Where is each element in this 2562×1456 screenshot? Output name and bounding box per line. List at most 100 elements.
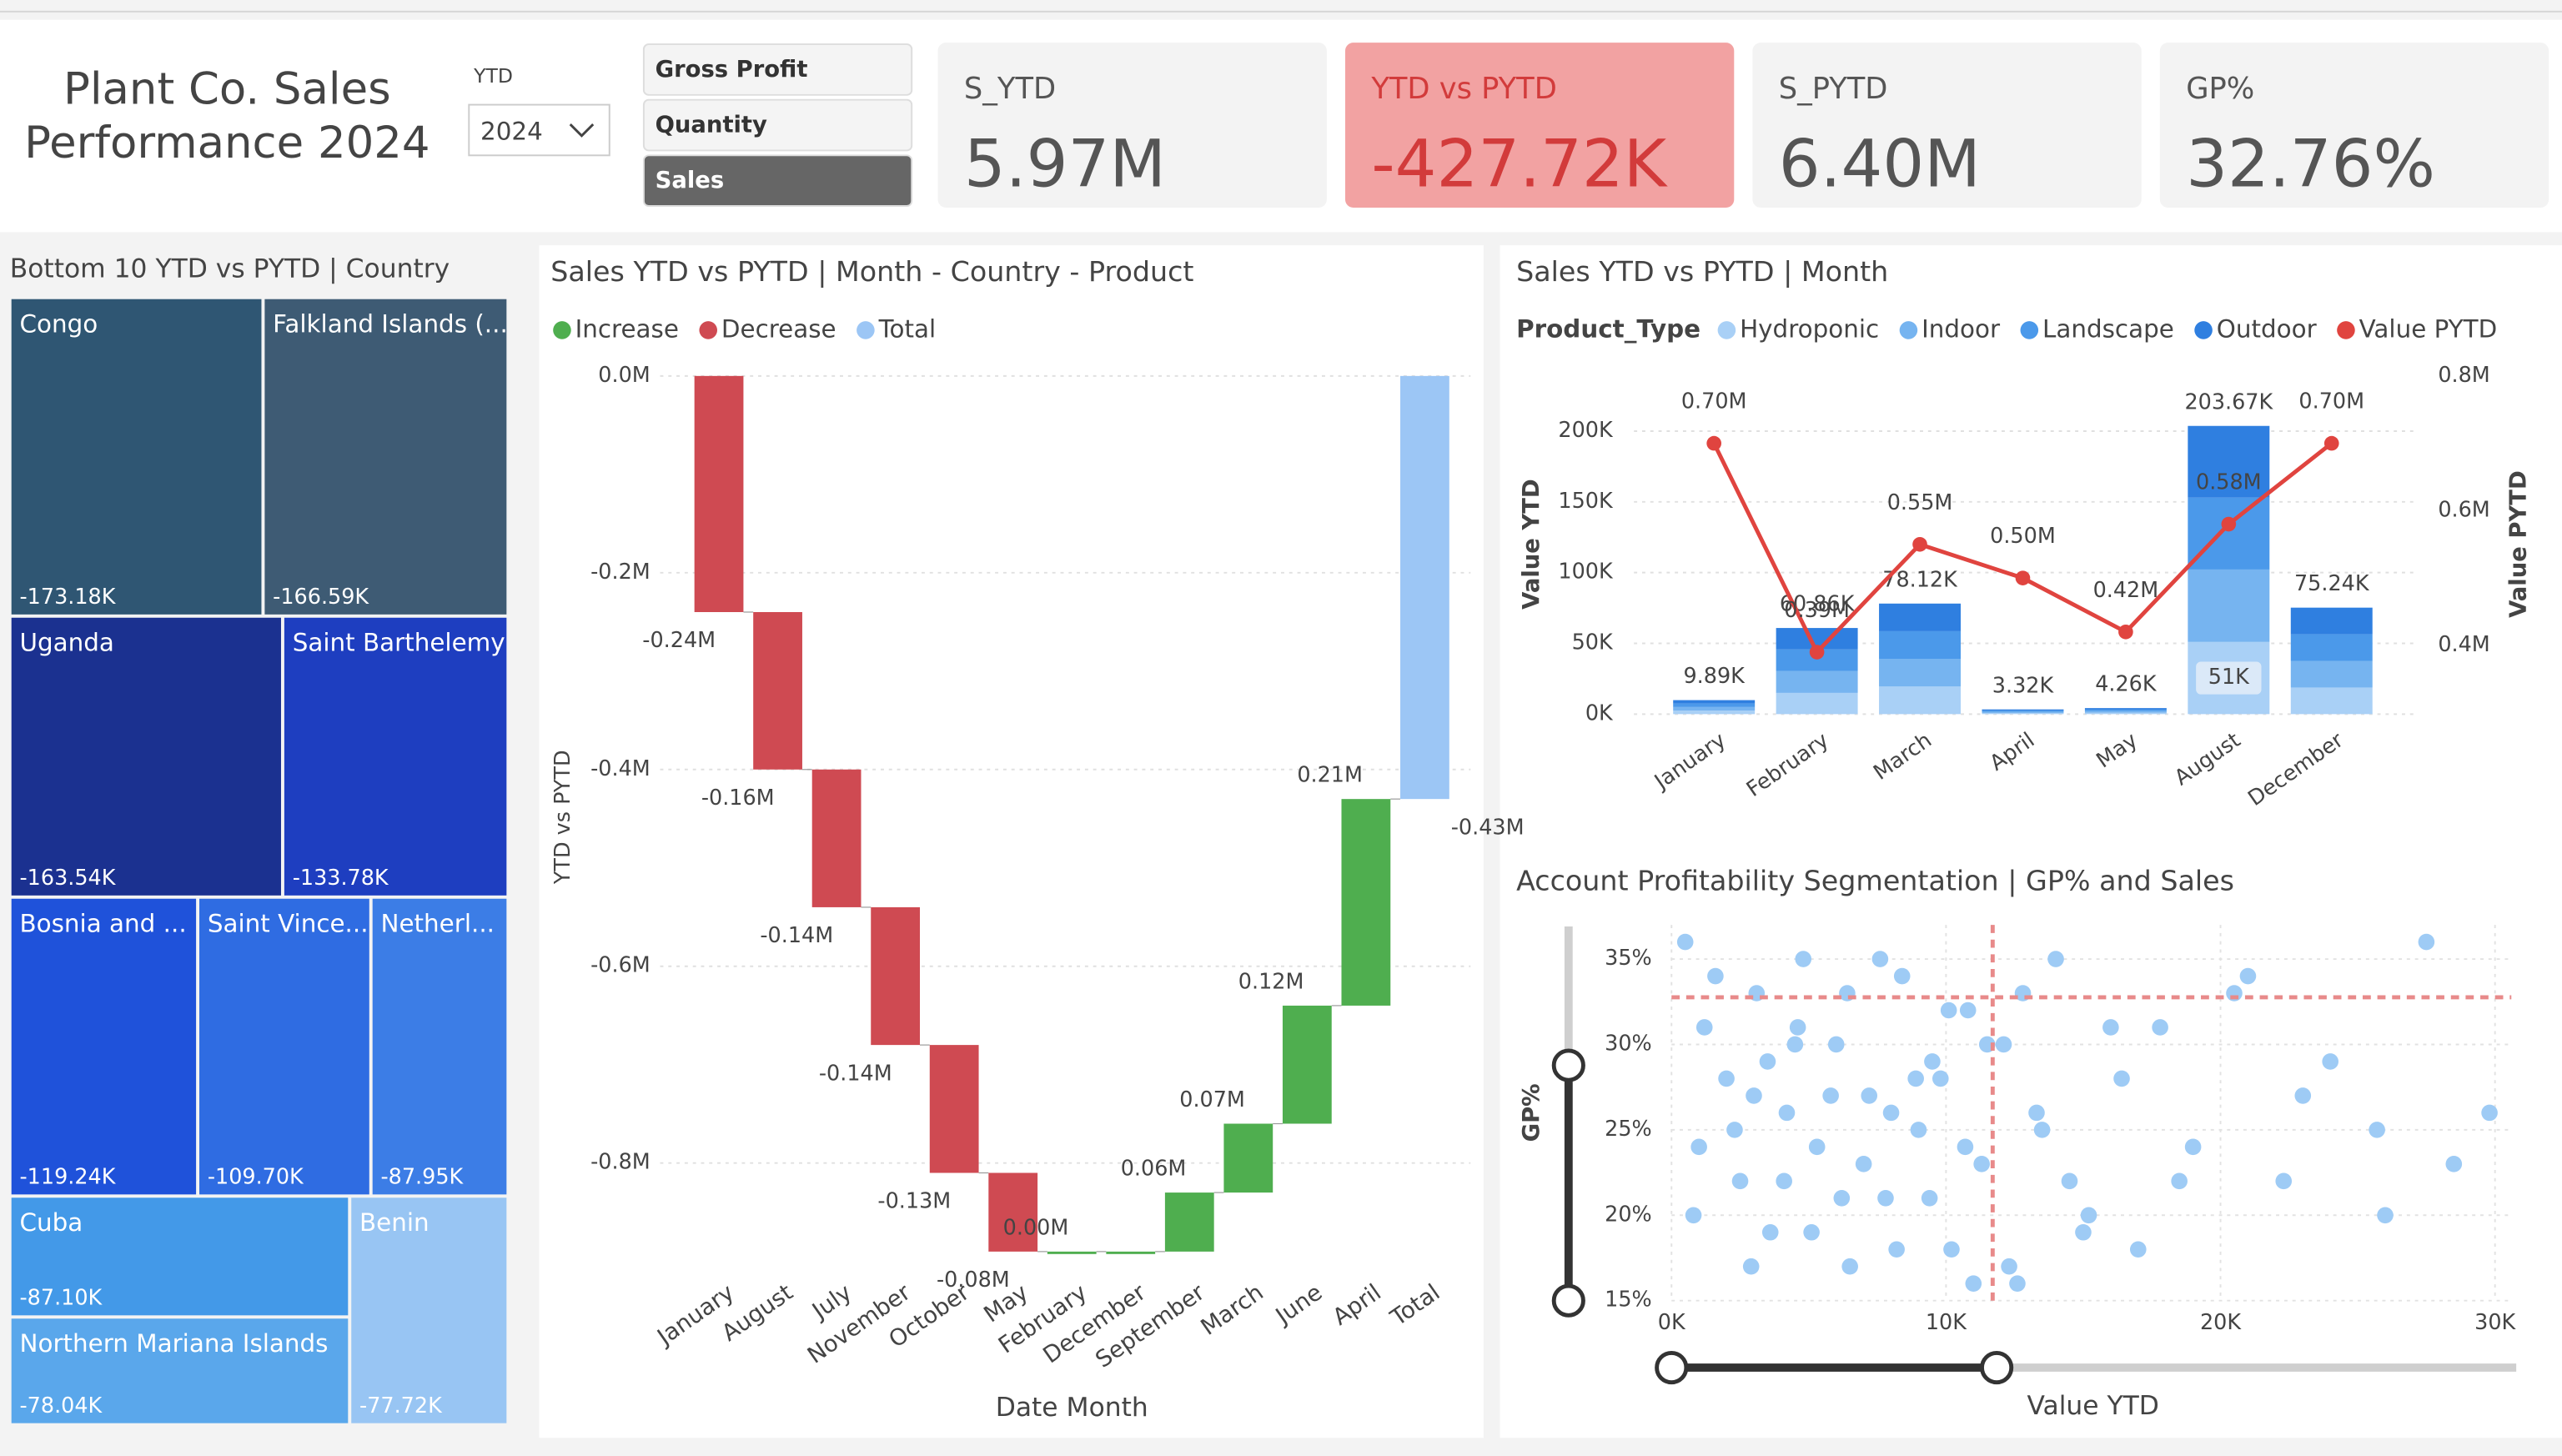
scatter-point — [2184, 1138, 2202, 1156]
waterfall-bar — [1047, 1251, 1097, 1254]
scatter-point — [1910, 1122, 1927, 1138]
y-tick-label: 100K — [1558, 560, 1614, 585]
data-label: 0.70M — [1681, 389, 1747, 414]
tile-label: Netherl... — [380, 910, 495, 938]
y-tick-label: 0K — [1585, 700, 1614, 725]
y-tick-label: 25% — [1605, 1117, 1652, 1142]
scatter-point — [2171, 1172, 2188, 1190]
legend-label: Decrease — [721, 314, 836, 343]
data-label: 0.39M — [1784, 598, 1850, 623]
scatter-point — [2418, 933, 2435, 951]
scatter-point — [1789, 1019, 1806, 1036]
tile-value: -133.78K — [293, 866, 389, 891]
slider-handle[interactable] — [1655, 1350, 1689, 1385]
kpi-value: 5.97M — [964, 126, 1166, 202]
legend-label: Indoor — [1922, 314, 2001, 343]
y2-axis-label: Value PYTD — [2506, 470, 2532, 618]
y2-tick-label: 0.6M — [2438, 497, 2489, 522]
chart-title: Sales YTD vs PYTD | Month - Country - Pr… — [550, 255, 1193, 288]
line-point — [1809, 645, 1825, 660]
line-point — [2015, 570, 2031, 585]
stacked-bar — [1776, 670, 1858, 693]
scatter-point — [1822, 1087, 1839, 1104]
tile-label: Congo — [20, 310, 98, 339]
scatter-point — [2001, 1258, 2017, 1275]
waterfall-bar — [811, 769, 862, 907]
data-label: 0.58M — [2196, 470, 2262, 495]
y-tick-label: -0.2M — [590, 560, 651, 585]
stacked-bar — [1879, 603, 1962, 631]
scatter-point — [2061, 1172, 2078, 1190]
stacked-bar — [1879, 686, 1962, 715]
stacked-bar — [2084, 712, 2167, 715]
legend-marker — [2020, 321, 2039, 339]
slider-handle[interactable] — [1980, 1350, 2014, 1385]
waterfall-bar — [1341, 799, 1391, 1006]
scatter-point — [2275, 1172, 2293, 1190]
scatter-point — [1778, 1104, 1796, 1122]
title-line: Performance 2024 — [24, 118, 430, 168]
scatter-point — [2239, 967, 2257, 985]
button-label: Sales — [656, 168, 725, 193]
scatter-point — [1761, 1223, 1779, 1241]
stacked-bar — [1673, 703, 1756, 707]
scatter-point — [1690, 1138, 1707, 1156]
stacked-bar — [1879, 630, 1962, 659]
scatter-point — [2113, 1070, 2130, 1087]
stacked-bar — [1673, 700, 1756, 704]
scatter-point — [2369, 1122, 2385, 1138]
kpi-card — [1752, 43, 2142, 208]
y-tick-label: -0.8M — [590, 1150, 651, 1175]
legend-label: Hydroponic — [1740, 314, 1879, 343]
scatter-point — [1959, 1002, 1977, 1019]
x-tick-label: 0K — [1658, 1310, 1686, 1335]
waterfall-bar — [694, 375, 744, 612]
legend-marker — [2194, 321, 2213, 339]
scatter-point — [2047, 951, 2064, 967]
data-label: 0.06M — [1121, 1157, 1187, 1182]
data-label: -0.13M — [877, 1189, 951, 1214]
scatter-point — [1827, 1036, 1845, 1053]
button[interactable] — [642, 98, 913, 152]
button[interactable] — [642, 43, 913, 96]
line-point — [1912, 536, 1927, 552]
scatter-point — [1803, 1223, 1820, 1241]
treemap-tile — [351, 1197, 507, 1423]
scatter-point — [1871, 951, 1889, 967]
waterfall-bar — [929, 1045, 979, 1173]
slider-handle[interactable] — [1551, 1283, 1585, 1318]
data-label: -0.14M — [760, 923, 833, 948]
stacked-bar — [2290, 634, 2373, 661]
y2-tick-label: 0.4M — [2438, 632, 2489, 657]
legend-marker — [699, 321, 718, 339]
title-line: Plant Co. Sales — [63, 64, 391, 115]
legend-label: Outdoor — [2217, 314, 2318, 343]
treemap-tile — [264, 299, 507, 615]
x-tick-label: 10K — [1926, 1310, 1967, 1335]
data-label: -0.14M — [819, 1061, 892, 1086]
scatter-point — [1676, 933, 1694, 951]
tile-value: -77.72K — [359, 1393, 443, 1418]
legend-marker — [553, 321, 571, 339]
stacked-bar — [2188, 569, 2270, 642]
button[interactable] — [642, 154, 913, 208]
stacked-bar — [2084, 708, 2167, 710]
kpi-value: 32.76% — [2186, 126, 2435, 202]
y-axis-label: YTD vs PYTD — [550, 750, 575, 885]
slider-handle[interactable] — [1551, 1048, 1585, 1082]
legend-marker — [857, 321, 875, 339]
tile-value: -87.10K — [20, 1286, 103, 1311]
scatter-point — [1786, 1036, 1804, 1053]
scatter-point — [2102, 1019, 2119, 1036]
scatter-point — [2129, 1241, 2147, 1258]
legend-label: Value PYTD — [2359, 314, 2498, 343]
scatter-point — [1718, 1070, 1735, 1087]
legend-title: Product_Type — [1516, 314, 1700, 343]
scatter-point — [1841, 1258, 1858, 1275]
stacked-bar — [1673, 710, 1756, 715]
legend-label: Increase — [575, 314, 679, 343]
data-label: 51K — [2208, 665, 2250, 690]
y-axis-label: Value YTD — [1519, 479, 1545, 610]
